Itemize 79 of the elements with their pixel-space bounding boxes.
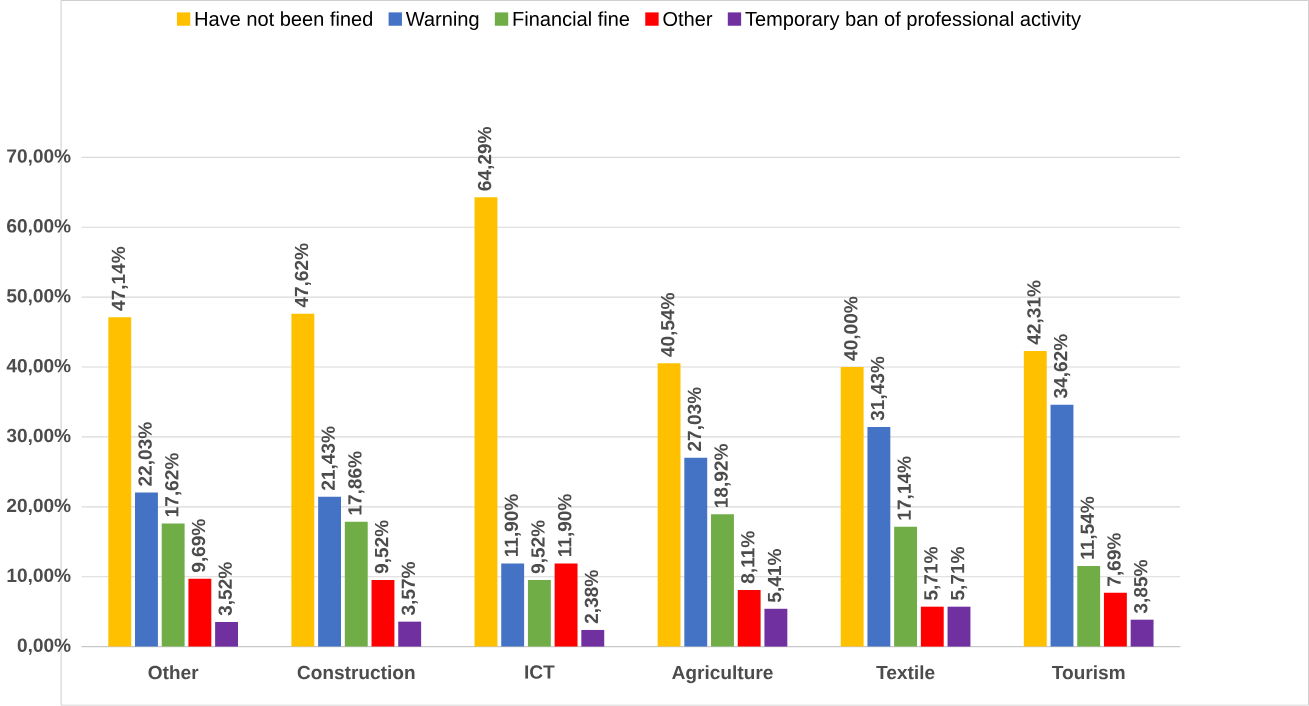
data-label: 11,54% <box>1080 496 1097 559</box>
data-label: 9,52% <box>374 520 392 574</box>
x-tick-label: Construction <box>297 665 415 680</box>
data-label: 27,03% <box>687 387 704 452</box>
y-tick-label: 60,00% <box>7 219 71 236</box>
y-tick-label: 20,00% <box>7 498 71 516</box>
data-label: 5,41% <box>767 549 785 603</box>
bar <box>318 496 342 647</box>
y-tick-label: 0,00% <box>17 638 71 655</box>
data-label: 40,00% <box>844 296 861 361</box>
y-tick-label: 30,00% <box>6 428 71 446</box>
bar <box>894 526 918 647</box>
data-label: 7,69% <box>1107 533 1124 587</box>
y-tick-label: 10,00% <box>7 568 71 585</box>
data-label: 34,62% <box>1053 334 1071 399</box>
bar <box>554 563 578 647</box>
bar <box>371 580 395 647</box>
bar <box>657 363 681 647</box>
bar <box>867 427 891 647</box>
bar <box>1050 404 1074 647</box>
bar <box>188 579 212 647</box>
y-tick-label: 70,00% <box>7 149 71 166</box>
bar <box>1130 619 1154 647</box>
x-tick-label: Tourism <box>1051 665 1125 680</box>
data-label: 9,69% <box>191 519 209 573</box>
data-label: 17,86% <box>348 451 365 515</box>
bar <box>1023 351 1047 647</box>
data-label: 3,52% <box>218 562 235 616</box>
data-label: 64,29% <box>477 127 495 191</box>
data-label: 3,57% <box>401 562 418 616</box>
legend-label: Financial fine <box>513 11 630 27</box>
bar <box>108 317 132 647</box>
bar <box>581 630 605 647</box>
bar <box>764 608 788 647</box>
data-label: 9,52% <box>531 520 548 574</box>
bar <box>947 606 971 647</box>
data-label: 3,85% <box>1133 560 1151 614</box>
bar <box>920 606 944 647</box>
x-tick-label: Other <box>148 665 199 680</box>
data-label: 47,14% <box>111 246 128 311</box>
x-tick-label: Agriculture <box>672 665 773 684</box>
data-label: 5,71% <box>924 547 941 601</box>
legend-label: Have not been fined <box>195 11 372 27</box>
data-label: 42,31% <box>1027 280 1044 345</box>
bar <box>161 523 185 647</box>
data-label: 2,38% <box>584 570 601 624</box>
data-label: 21,43% <box>321 426 338 491</box>
legend-label: Temporary ban of professional activity <box>745 11 1082 31</box>
bar <box>215 622 239 647</box>
bar <box>840 367 864 647</box>
bar <box>711 514 734 647</box>
bar <box>398 621 422 647</box>
data-label: 11,90% <box>504 494 521 557</box>
bar <box>527 580 551 647</box>
bar <box>344 521 368 647</box>
bar <box>291 313 315 647</box>
data-label: 40,54% <box>660 293 678 357</box>
data-label: 17,14% <box>897 456 914 520</box>
legend-label: Other <box>663 11 713 27</box>
bar <box>501 563 525 647</box>
bar <box>474 197 498 647</box>
legend-label: Warning <box>405 11 479 31</box>
y-tick-label: 50,00% <box>6 289 71 306</box>
x-tick-label: Textile <box>876 665 935 680</box>
bar <box>135 492 158 647</box>
bar <box>684 457 708 647</box>
bar <box>1103 592 1127 647</box>
x-tick-label: ICT <box>525 665 555 679</box>
data-label: 47,62% <box>294 243 312 308</box>
data-label: 22,03% <box>138 422 155 486</box>
data-label: 31,43% <box>870 356 888 421</box>
data-label: 18,92% <box>714 444 731 508</box>
data-label: 17,62% <box>165 453 182 517</box>
bar <box>737 590 761 647</box>
data-label: 8,11% <box>741 531 758 584</box>
data-label: 5,71% <box>950 547 968 601</box>
bar <box>1077 566 1101 647</box>
y-tick-label: 40,00% <box>6 359 71 376</box>
data-label: 11,90% <box>557 494 575 557</box>
